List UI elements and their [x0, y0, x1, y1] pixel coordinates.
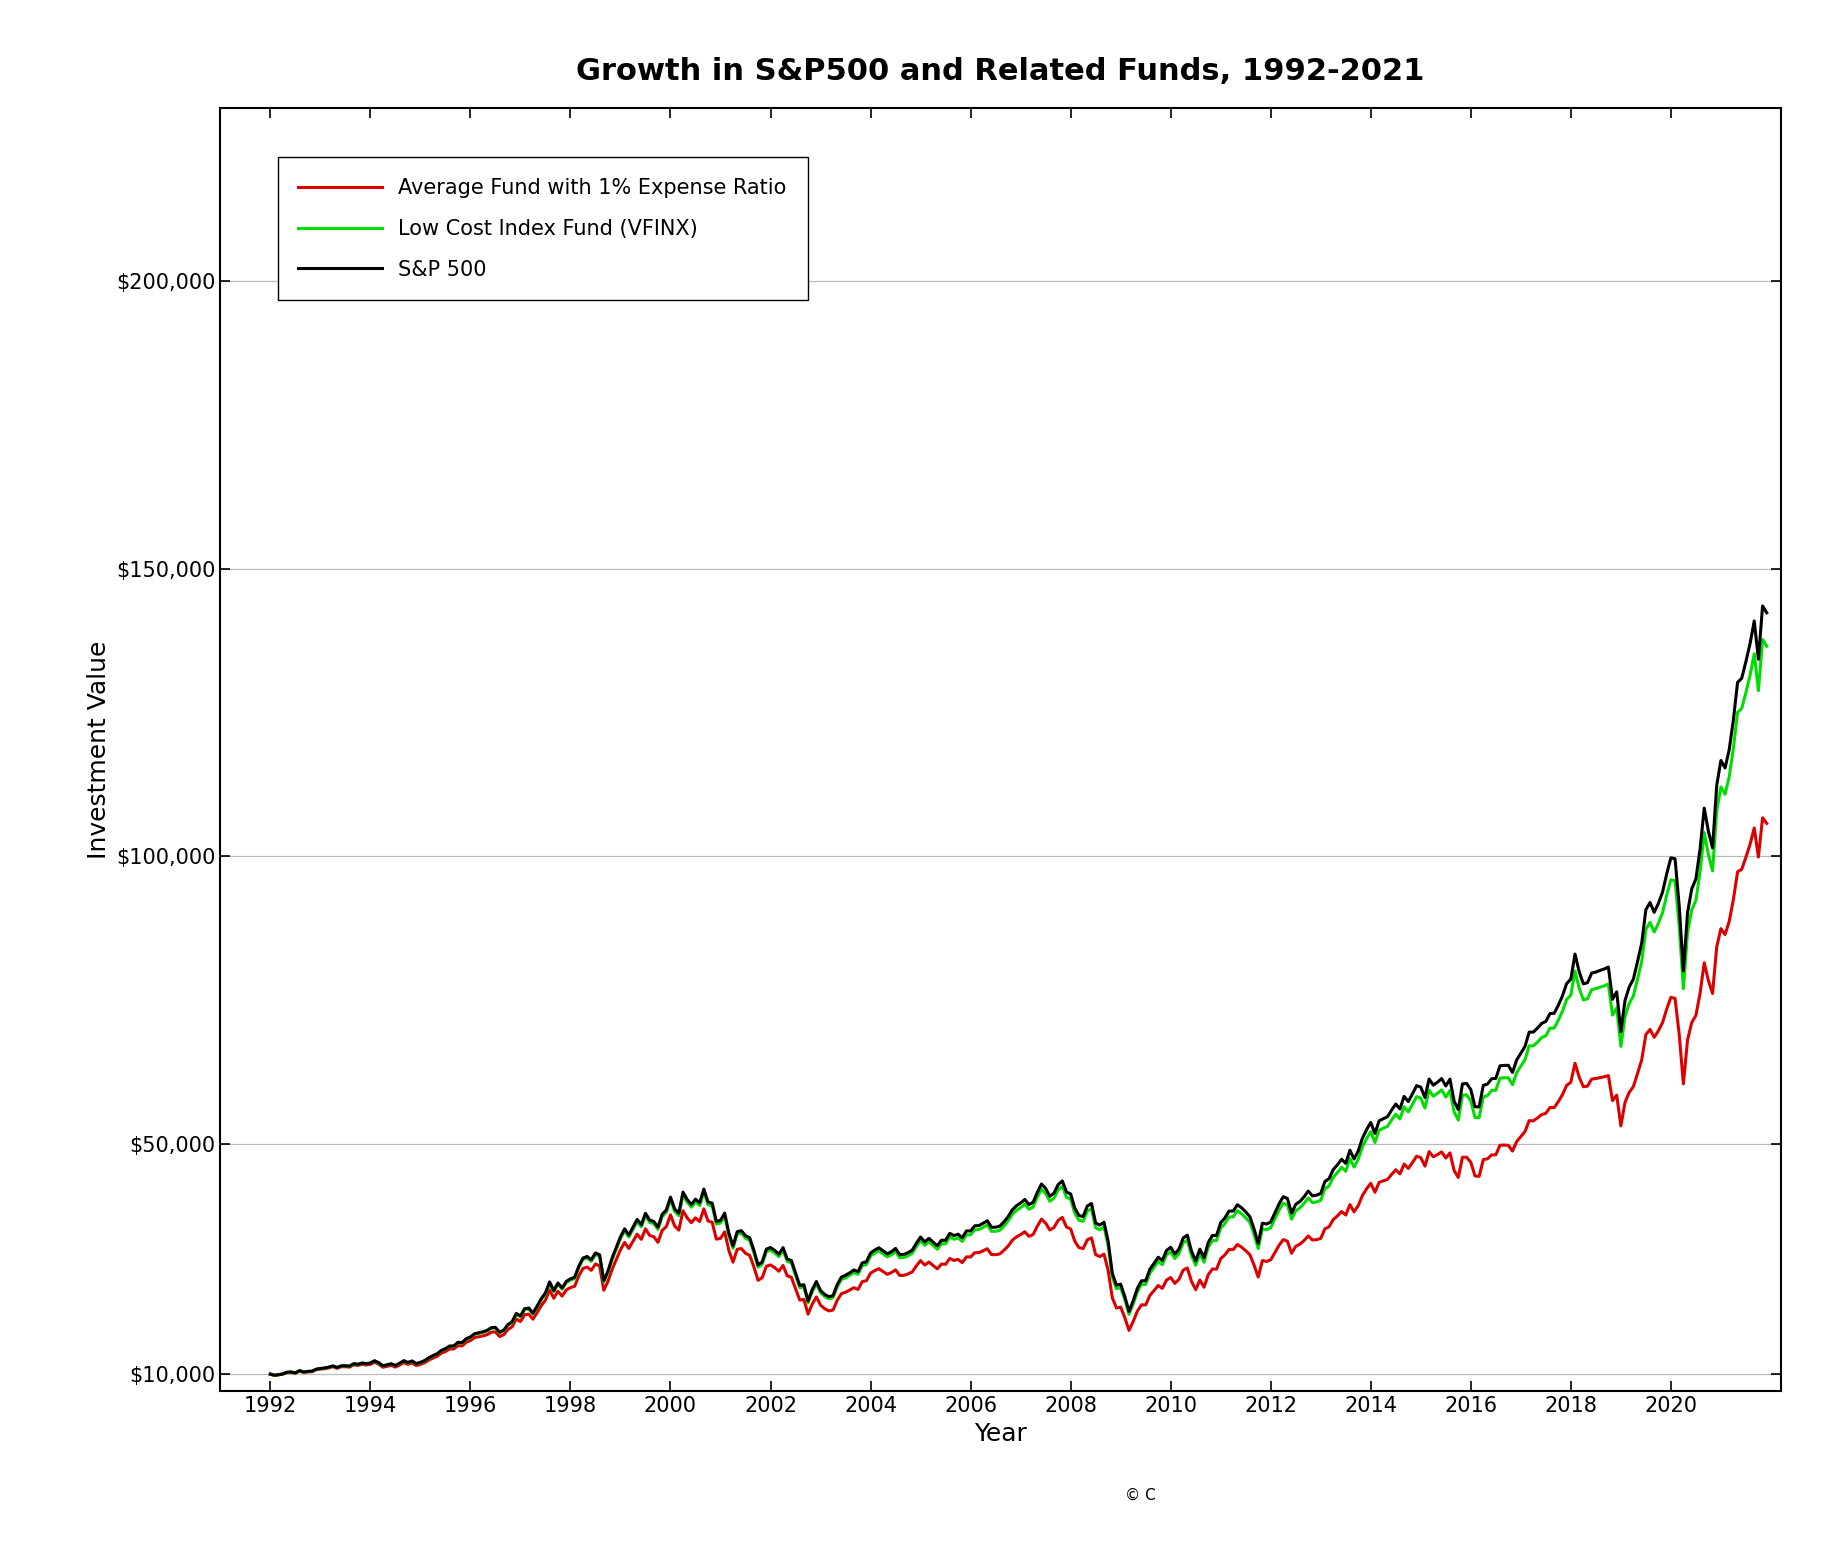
S&P 500 [709, 1211, 731, 1229]
S&P 500 [918, 1229, 940, 1248]
Average Fund with 1% Expense Ratio [1676, 1031, 1698, 1050]
Average Fund with 1% Expense Ratio [1752, 809, 1774, 827]
Average Fund with 1% Expense Ratio [918, 1252, 940, 1271]
Average Fund with 1% Expense Ratio [709, 1229, 731, 1248]
S&P 500 [259, 1365, 281, 1384]
S&P 500 [760, 1238, 782, 1257]
Average Fund with 1% Expense Ratio [259, 1365, 281, 1384]
Title: Growth in S&P500 and Related Funds, 1992-2021: Growth in S&P500 and Related Funds, 1992… [577, 57, 1425, 87]
S&P 500 [784, 1263, 806, 1282]
Average Fund with 1% Expense Ratio [1755, 815, 1777, 833]
Low Cost Index Fund (VFINX) [784, 1266, 806, 1285]
Line: Low Cost Index Fund (VFINX): Low Cost Index Fund (VFINX) [270, 640, 1766, 1376]
Low Cost Index Fund (VFINX) [1752, 631, 1774, 649]
Low Cost Index Fund (VFINX) [259, 1365, 281, 1384]
Low Cost Index Fund (VFINX) [264, 1367, 286, 1385]
X-axis label: Year: Year [975, 1422, 1026, 1446]
Low Cost Index Fund (VFINX) [1676, 923, 1698, 942]
Low Cost Index Fund (VFINX) [446, 1334, 468, 1353]
Y-axis label: Investment Value: Investment Value [86, 640, 110, 860]
S&P 500 [264, 1367, 286, 1385]
Line: S&P 500: S&P 500 [270, 606, 1766, 1376]
S&P 500 [1752, 597, 1774, 615]
Text: © C: © C [1125, 1487, 1157, 1503]
Line: Average Fund with 1% Expense Ratio: Average Fund with 1% Expense Ratio [270, 818, 1766, 1376]
Average Fund with 1% Expense Ratio [446, 1336, 468, 1354]
Low Cost Index Fund (VFINX) [1755, 637, 1777, 656]
Average Fund with 1% Expense Ratio [264, 1367, 286, 1385]
Low Cost Index Fund (VFINX) [760, 1241, 782, 1260]
Average Fund with 1% Expense Ratio [784, 1280, 806, 1299]
Legend: Average Fund with 1% Expense Ratio, Low Cost Index Fund (VFINX), S&P 500: Average Fund with 1% Expense Ratio, Low … [277, 158, 808, 300]
S&P 500 [446, 1333, 468, 1351]
Low Cost Index Fund (VFINX) [918, 1232, 940, 1251]
Low Cost Index Fund (VFINX) [709, 1214, 731, 1232]
S&P 500 [1755, 603, 1777, 621]
Average Fund with 1% Expense Ratio [760, 1255, 782, 1274]
S&P 500 [1676, 903, 1698, 921]
